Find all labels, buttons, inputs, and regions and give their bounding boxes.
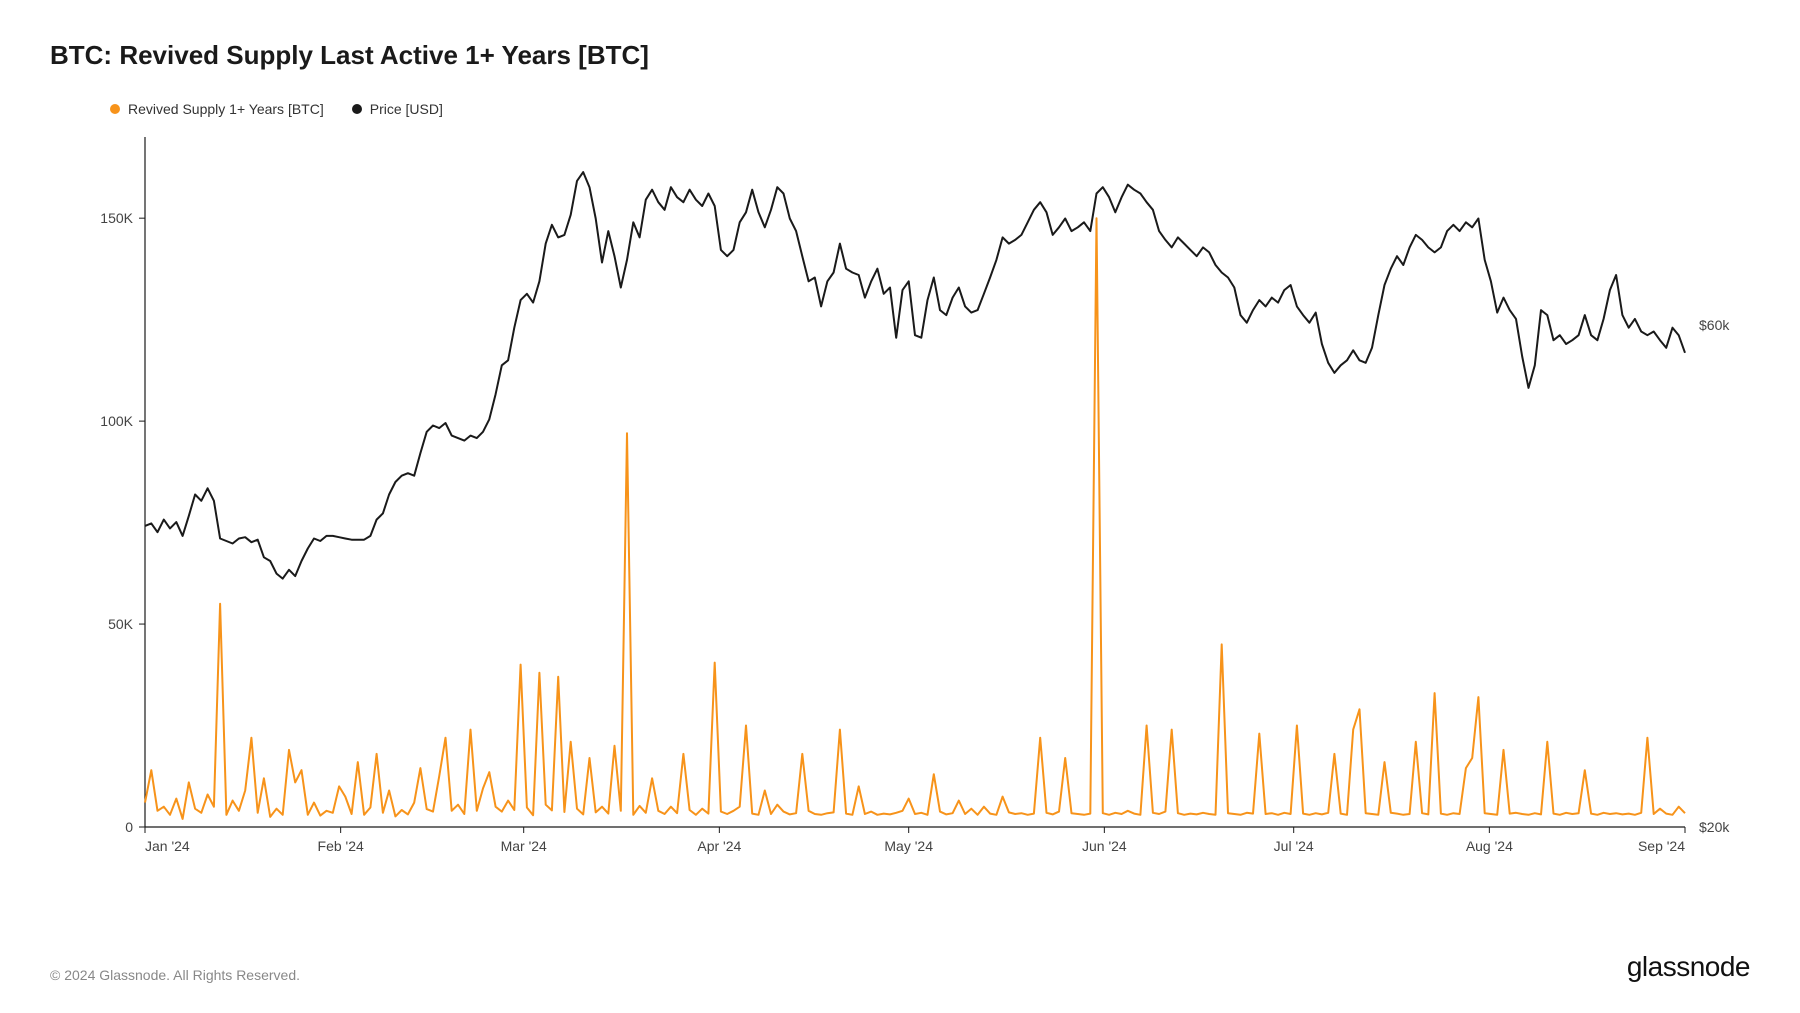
legend-item-price[interactable]: Price [USD] <box>352 101 443 117</box>
y-left-tick-label: 0 <box>125 819 133 835</box>
copyright-text: © 2024 Glassnode. All Rights Reserved. <box>50 967 300 983</box>
legend-dot-price <box>352 104 362 114</box>
y-left-tick-label: 150K <box>100 210 133 226</box>
chart-area: 0 50K 100K 150K $20k $60k Jan '24 Feb '24 Mar '2… <box>50 127 1750 887</box>
x-tick-label: Sep '24 <box>1638 838 1685 854</box>
x-tick-label: Feb '24 <box>318 838 364 854</box>
x-tick-label: Apr '24 <box>697 838 741 854</box>
legend-item-supply[interactable]: Revived Supply 1+ Years [BTC] <box>110 101 324 117</box>
legend-label-supply: Revived Supply 1+ Years [BTC] <box>128 101 324 117</box>
series-supply-line <box>145 218 1685 819</box>
chart-title: BTC: Revived Supply Last Active 1+ Years… <box>50 40 1750 71</box>
y-left-tick-label: 50K <box>108 616 134 632</box>
y-left-tick-label: 100K <box>100 413 133 429</box>
x-tick-label: Aug '24 <box>1466 838 1513 854</box>
brand-logo: glassnode <box>1627 951 1750 983</box>
series-price-line <box>145 172 1685 578</box>
x-tick-label: Jul '24 <box>1274 838 1314 854</box>
x-tick-label: May '24 <box>884 838 933 854</box>
y-right-tick-label: $60k <box>1699 317 1730 333</box>
x-tick-label: Mar '24 <box>501 838 547 854</box>
x-tick-label: Jan '24 <box>145 838 190 854</box>
legend: Revived Supply 1+ Years [BTC] Price [USD… <box>50 101 1750 117</box>
chart-svg: 0 50K 100K 150K $20k $60k Jan '24 Feb '24 Mar '2… <box>50 127 1750 887</box>
legend-label-price: Price [USD] <box>370 101 443 117</box>
legend-dot-supply <box>110 104 120 114</box>
x-tick-label: Jun '24 <box>1082 838 1127 854</box>
y-right-tick-label: $20k <box>1699 819 1730 835</box>
